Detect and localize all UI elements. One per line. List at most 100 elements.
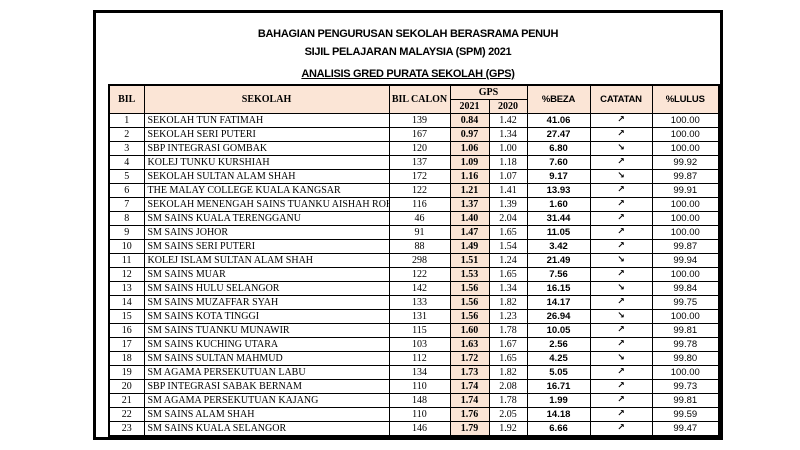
cell-gps-2020: 1.34 — [488, 281, 528, 296]
cell-beza: 13.93 — [526, 183, 591, 198]
cell-sekolah: SM SAINS HULU SELANGOR — [143, 281, 390, 296]
gps-analysis-table: BIL SEKOLAH BIL CALON GPS %BEZA CATATAN … — [108, 84, 721, 437]
cell-bil: 7 — [108, 197, 145, 212]
cell-lulus: 100.00 — [651, 309, 720, 324]
cell-gps-2020: 2.08 — [488, 379, 528, 394]
cell-lulus: 100.00 — [651, 211, 720, 226]
cell-gps-2021: 1.63 — [449, 337, 490, 352]
cell-gps-2021: 1.72 — [449, 351, 490, 366]
cell-bil-calon: 131 — [388, 309, 451, 324]
column-header-gps: GPS — [449, 84, 528, 100]
cell-beza: 14.18 — [526, 407, 591, 422]
cell-gps-2021: 1.49 — [449, 239, 490, 254]
table-row: 10 SM SAINS SERI PUTERI 88 1.49 1.54 3.4… — [108, 239, 720, 254]
cell-beza: 2.56 — [526, 337, 591, 352]
cell-gps-2020: 1.65 — [488, 267, 528, 282]
cell-bil: 21 — [108, 393, 145, 408]
cell-gps-2020: 1.92 — [488, 421, 528, 437]
cell-beza: 4.25 — [526, 351, 591, 366]
cell-lulus: 99.73 — [651, 379, 720, 394]
cell-gps-2021: 0.97 — [449, 127, 490, 142]
column-header-bil-calon: BIL CALON — [388, 84, 451, 114]
cell-beza: 11.05 — [526, 225, 591, 240]
cell-gps-2021: 1.56 — [449, 295, 490, 310]
cell-bil: 17 — [108, 337, 145, 352]
table-row: 15 SM SAINS KOTA TINGGI 131 1.56 1.23 26… — [108, 309, 720, 324]
cell-beza: 5.05 — [526, 365, 591, 380]
cell-gps-2020: 1.78 — [488, 393, 528, 408]
table-row: 4 KOLEJ TUNKU KURSHIAH 137 1.09 1.18 7.6… — [108, 155, 720, 170]
cell-bil: 15 — [108, 309, 145, 324]
cell-bil: 3 — [108, 141, 145, 156]
cell-lulus: 99.87 — [651, 169, 720, 184]
cell-sekolah: THE MALAY COLLEGE KUALA KANGSAR — [143, 183, 390, 198]
cell-sekolah: SEKOLAH SERI PUTERI — [143, 127, 390, 142]
cell-sekolah: SM SAINS MUAR — [143, 267, 390, 282]
cell-gps-2020: 1.41 — [488, 183, 528, 198]
cell-sekolah: KOLEJ ISLAM SULTAN ALAM SHAH — [143, 253, 390, 268]
cell-bil: 8 — [108, 211, 145, 226]
cell-sekolah: SM SAINS SERI PUTERI — [143, 239, 390, 254]
table-row: 20 SBP INTEGRASI SABAK BERNAM 110 1.74 2… — [108, 379, 720, 394]
trend-up-icon: ↗ — [589, 211, 653, 226]
table-row: 14 SM SAINS MUZAFFAR SYAH 133 1.56 1.82 … — [108, 295, 720, 310]
cell-lulus: 99.75 — [651, 295, 720, 310]
cell-gps-2021: 1.09 — [449, 155, 490, 170]
cell-lulus: 100.00 — [651, 225, 720, 240]
table-row: 8 SM SAINS KUALA TERENGGANU 46 1.40 2.04… — [108, 211, 720, 226]
cell-sekolah: SBP INTEGRASI GOMBAK — [143, 141, 390, 156]
trend-up-icon: ↗ — [589, 295, 653, 310]
cell-gps-2020: 1.39 — [488, 197, 528, 212]
cell-bil-calon: 110 — [388, 407, 451, 422]
cell-sekolah: SM SAINS ALAM SHAH — [143, 407, 390, 422]
title-line-1: BAHAGIAN PENGURUSAN SEKOLAH BERASRAMA PE… — [257, 28, 559, 40]
cell-gps-2021: 1.51 — [449, 253, 490, 268]
trend-up-icon: ↗ — [589, 393, 653, 408]
cell-bil: 18 — [108, 351, 145, 366]
cell-bil: 23 — [108, 421, 145, 437]
cell-gps-2020: 1.78 — [488, 323, 528, 338]
document-page: BAHAGIAN PENGURUSAN SEKOLAH BERASRAMA PE… — [93, 10, 723, 440]
cell-lulus: 100.00 — [651, 113, 720, 128]
cell-beza: 14.17 — [526, 295, 591, 310]
cell-bil-calon: 142 — [388, 281, 451, 296]
trend-up-icon: ↗ — [589, 183, 653, 198]
cell-gps-2021: 1.74 — [449, 393, 490, 408]
cell-beza: 1.60 — [526, 197, 591, 212]
trend-up-icon: ↗ — [589, 337, 653, 352]
cell-bil: 19 — [108, 365, 145, 380]
cell-sekolah: SEKOLAH MENENGAH SAINS TUANKU AISHAH ROH… — [143, 197, 390, 212]
column-header-bil: BIL — [108, 84, 145, 114]
table-row: 13 SM SAINS HULU SELANGOR 142 1.56 1.34 … — [108, 281, 720, 296]
table-row: 9 SM SAINS JOHOR 91 1.47 1.65 11.05 ↗ 10… — [108, 225, 720, 240]
cell-beza: 21.49 — [526, 253, 591, 268]
table-body: 1 SEKOLAH TUN FATIMAH 139 0.84 1.42 41.0… — [108, 113, 720, 437]
cell-gps-2020: 1.65 — [488, 351, 528, 366]
column-header-beza: %BEZA — [526, 84, 591, 114]
cell-bil: 13 — [108, 281, 145, 296]
cell-sekolah: SM AGAMA PERSEKUTUAN LABU — [143, 365, 390, 380]
cell-beza: 10.05 — [526, 323, 591, 338]
trend-up-icon: ↗ — [589, 197, 653, 212]
cell-bil-calon: 167 — [388, 127, 451, 142]
trend-up-icon: ↗ — [589, 323, 653, 338]
cell-gps-2021: 1.60 — [449, 323, 490, 338]
cell-bil-calon: 122 — [388, 183, 451, 198]
table-row: 12 SM SAINS MUAR 122 1.53 1.65 7.56 ↗ 10… — [108, 267, 720, 282]
cell-bil-calon: 91 — [388, 225, 451, 240]
cell-bil: 22 — [108, 407, 145, 422]
cell-gps-2021: 1.56 — [449, 309, 490, 324]
table-row: 6 THE MALAY COLLEGE KUALA KANGSAR 122 1.… — [108, 183, 720, 198]
cell-lulus: 100.00 — [651, 127, 720, 142]
trend-up-icon: ↗ — [589, 225, 653, 240]
cell-lulus: 99.91 — [651, 183, 720, 198]
cell-gps-2020: 1.23 — [488, 309, 528, 324]
trend-down-icon: ↘ — [589, 351, 653, 366]
cell-bil-calon: 46 — [388, 211, 451, 226]
trend-up-icon: ↗ — [589, 267, 653, 282]
cell-bil-calon: 88 — [388, 239, 451, 254]
cell-gps-2021: 1.56 — [449, 281, 490, 296]
trend-down-icon: ↘ — [589, 309, 653, 324]
table-row: 23 SM SAINS KUALA SELANGOR 146 1.79 1.92… — [108, 421, 720, 437]
cell-bil: 10 — [108, 239, 145, 254]
